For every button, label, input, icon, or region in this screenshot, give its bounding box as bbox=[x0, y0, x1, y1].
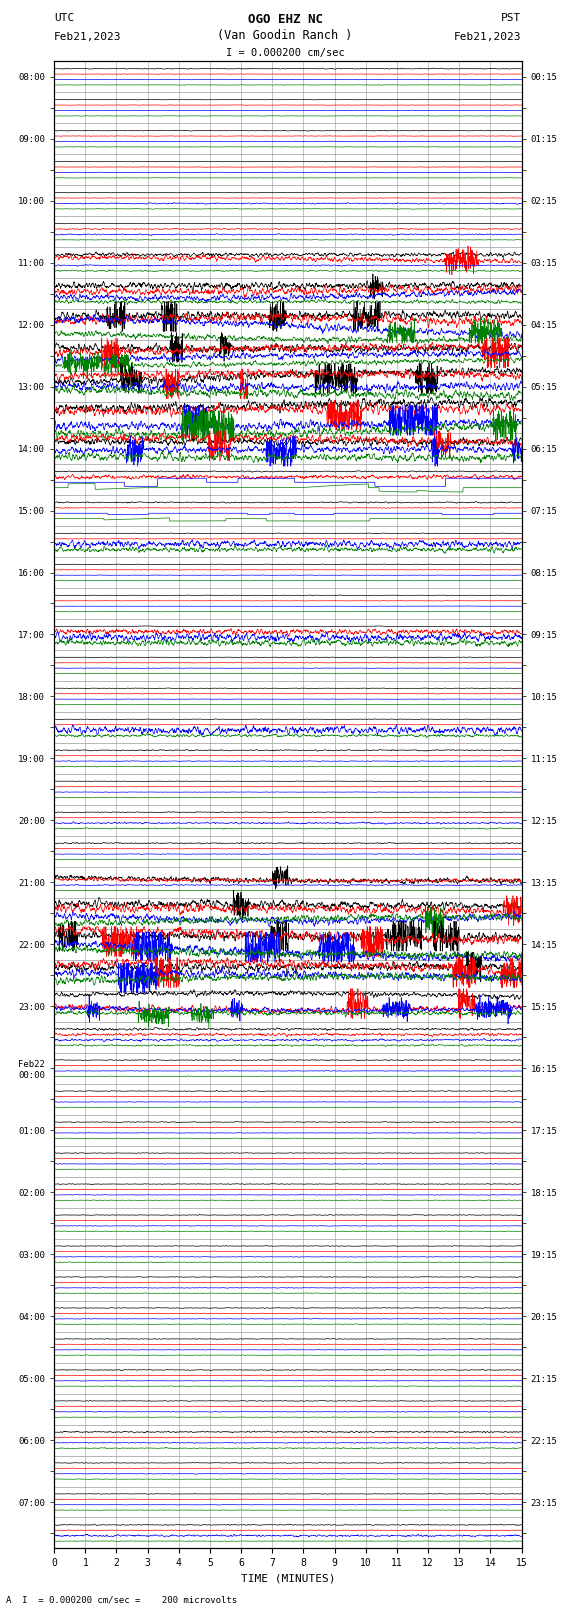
Text: UTC: UTC bbox=[54, 13, 75, 23]
Text: OGO EHZ NC: OGO EHZ NC bbox=[247, 13, 323, 26]
Text: Feb21,2023: Feb21,2023 bbox=[54, 32, 121, 42]
Text: I = 0.000200 cm/sec: I = 0.000200 cm/sec bbox=[226, 48, 344, 58]
Text: PST: PST bbox=[501, 13, 522, 23]
Text: (Van Goodin Ranch ): (Van Goodin Ranch ) bbox=[217, 29, 353, 42]
Text: A  I  = 0.000200 cm/sec =    200 microvolts: A I = 0.000200 cm/sec = 200 microvolts bbox=[6, 1595, 237, 1605]
X-axis label: TIME (MINUTES): TIME (MINUTES) bbox=[241, 1574, 335, 1584]
Text: Feb21,2023: Feb21,2023 bbox=[454, 32, 522, 42]
